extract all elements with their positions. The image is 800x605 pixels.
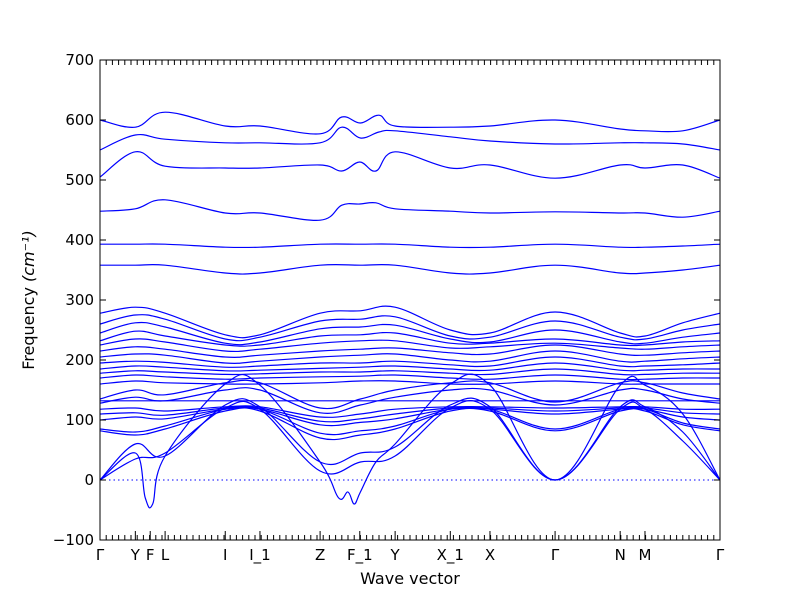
x-tick-label: Γ xyxy=(716,546,725,564)
y-tick-label: 400 xyxy=(65,231,94,249)
y-tick-label: 300 xyxy=(65,291,94,309)
band-26 xyxy=(99,407,721,441)
band-8 xyxy=(99,314,721,342)
band-3 xyxy=(99,151,721,179)
x-tick-label: L xyxy=(161,546,170,564)
bands-layer xyxy=(99,111,721,509)
x-tick-label: I_1 xyxy=(249,546,270,565)
band-28 xyxy=(99,397,721,481)
band-22 xyxy=(99,405,721,418)
band-20 xyxy=(99,387,721,414)
y-axis-ticks: −100 0 100 200 300 400 500 600 700 xyxy=(53,51,720,549)
y-tick-label: 600 xyxy=(65,111,94,129)
band-16 xyxy=(99,368,721,376)
y-axis-label-unit: (cm⁻¹) xyxy=(19,230,38,282)
band-27 xyxy=(99,399,721,481)
band-1 xyxy=(99,111,721,135)
y-tick-label: 100 xyxy=(65,411,94,429)
minor-ticks xyxy=(105,60,715,540)
band-9 xyxy=(99,321,721,346)
x-tick-label: M xyxy=(639,546,652,564)
y-axis-label-text: Frequency xyxy=(19,287,38,370)
band-2 xyxy=(99,126,721,151)
band-11 xyxy=(99,338,721,353)
y-tick-label: −100 xyxy=(53,531,94,549)
x-tick-label: Y xyxy=(130,546,141,564)
band-19 xyxy=(99,379,721,410)
x-axis-ticks: Γ Y F L I I_1 Z F_1 Y X_1 X Γ N M Γ xyxy=(96,531,725,565)
band-18 xyxy=(99,380,720,385)
band-24 xyxy=(99,406,721,427)
x-tick-label: F_1 xyxy=(347,546,373,565)
band-15 xyxy=(99,362,721,372)
band-10 xyxy=(99,330,721,347)
x-tick-label: Z xyxy=(315,546,325,564)
band-5 xyxy=(100,243,721,249)
band-25 xyxy=(99,405,721,436)
x-tick-label: N xyxy=(615,546,626,564)
band-12 xyxy=(99,344,721,358)
y-tick-label: 200 xyxy=(65,351,94,369)
band-6 xyxy=(99,263,721,275)
x-tick-label: Y xyxy=(390,546,401,564)
x-axis-label: Wave vector xyxy=(360,569,460,588)
x-tick-label: F xyxy=(146,546,155,564)
y-axis-label: Frequency (cm⁻¹) xyxy=(19,230,38,369)
y-tick-label: 0 xyxy=(84,471,94,489)
x-tick-label: I xyxy=(223,546,227,564)
y-tick-label: 500 xyxy=(65,171,94,189)
band-4 xyxy=(99,199,721,221)
band-7 xyxy=(99,305,721,339)
band-29 xyxy=(99,373,721,509)
x-tick-label: X xyxy=(485,546,495,564)
band-13 xyxy=(99,350,721,364)
x-tick-label: X_1 xyxy=(437,546,464,565)
x-tick-label: Γ xyxy=(96,546,105,564)
x-tick-label: Γ xyxy=(551,546,560,564)
y-tick-label: 700 xyxy=(65,51,94,69)
band-14 xyxy=(99,356,721,368)
